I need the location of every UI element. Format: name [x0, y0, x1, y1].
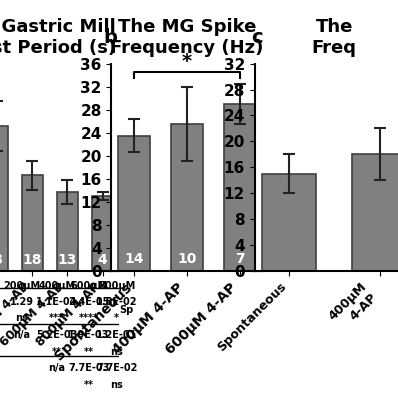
Text: 2.4E-05: 2.4E-05	[68, 297, 109, 306]
Text: 7: 7	[235, 252, 245, 266]
Text: 1.8E-02: 1.8E-02	[96, 297, 137, 306]
Text: ns: ns	[110, 380, 123, 390]
Bar	[92, 196, 113, 271]
Text: 14: 14	[125, 252, 144, 266]
Text: **: **	[84, 347, 94, 357]
Text: *: *	[114, 313, 119, 323]
Text: ***: ***	[49, 313, 64, 323]
Text: **: **	[84, 380, 94, 390]
Text: b: b	[103, 28, 117, 47]
Text: 200μM: 200μM	[3, 281, 41, 291]
Bar	[224, 104, 256, 271]
Bar	[57, 192, 78, 271]
Bar	[352, 154, 398, 271]
Text: ns: ns	[110, 347, 123, 357]
Text: ns: ns	[16, 313, 28, 323]
Text: 1.1E-04: 1.1E-04	[36, 297, 77, 306]
Text: 7.7E-03: 7.7E-03	[68, 363, 109, 373]
Bar	[0, 126, 8, 271]
Text: n/a: n/a	[14, 330, 30, 340]
Bar	[118, 136, 150, 271]
Bar	[171, 124, 203, 271]
Text: **: **	[52, 347, 62, 357]
Text: 800μM: 800μM	[98, 281, 135, 291]
Text: 8: 8	[0, 254, 2, 267]
Text: ****: ****	[79, 313, 99, 323]
Text: 18: 18	[22, 254, 42, 267]
Text: n/a: n/a	[48, 363, 65, 373]
Title: The MG Spike
Frequency (Hz): The MG Spike Frequency (Hz)	[110, 18, 264, 57]
Text: c: c	[251, 28, 262, 47]
Bar	[262, 174, 316, 271]
Text: 1.2E-01: 1.2E-01	[96, 330, 137, 340]
Text: 4: 4	[98, 254, 107, 267]
Text: 10: 10	[178, 252, 197, 266]
Text: 13: 13	[58, 254, 77, 267]
Text: 1.29: 1.29	[10, 297, 34, 306]
Text: Sp: Sp	[119, 304, 134, 315]
Bar	[21, 176, 43, 271]
Text: 5.2E-03: 5.2E-03	[36, 330, 77, 340]
Text: 400μM: 400μM	[38, 281, 75, 291]
Text: *: *	[182, 52, 192, 71]
Text: 7.7E-02: 7.7E-02	[96, 363, 137, 373]
Text: 600μM: 600μM	[70, 281, 107, 291]
Title: The
Freq: The Freq	[312, 18, 357, 57]
Text: 1.9E-03: 1.9E-03	[68, 330, 109, 340]
Title: e Gastric Mill
rst Period (s): e Gastric Mill rst Period (s)	[0, 18, 116, 57]
